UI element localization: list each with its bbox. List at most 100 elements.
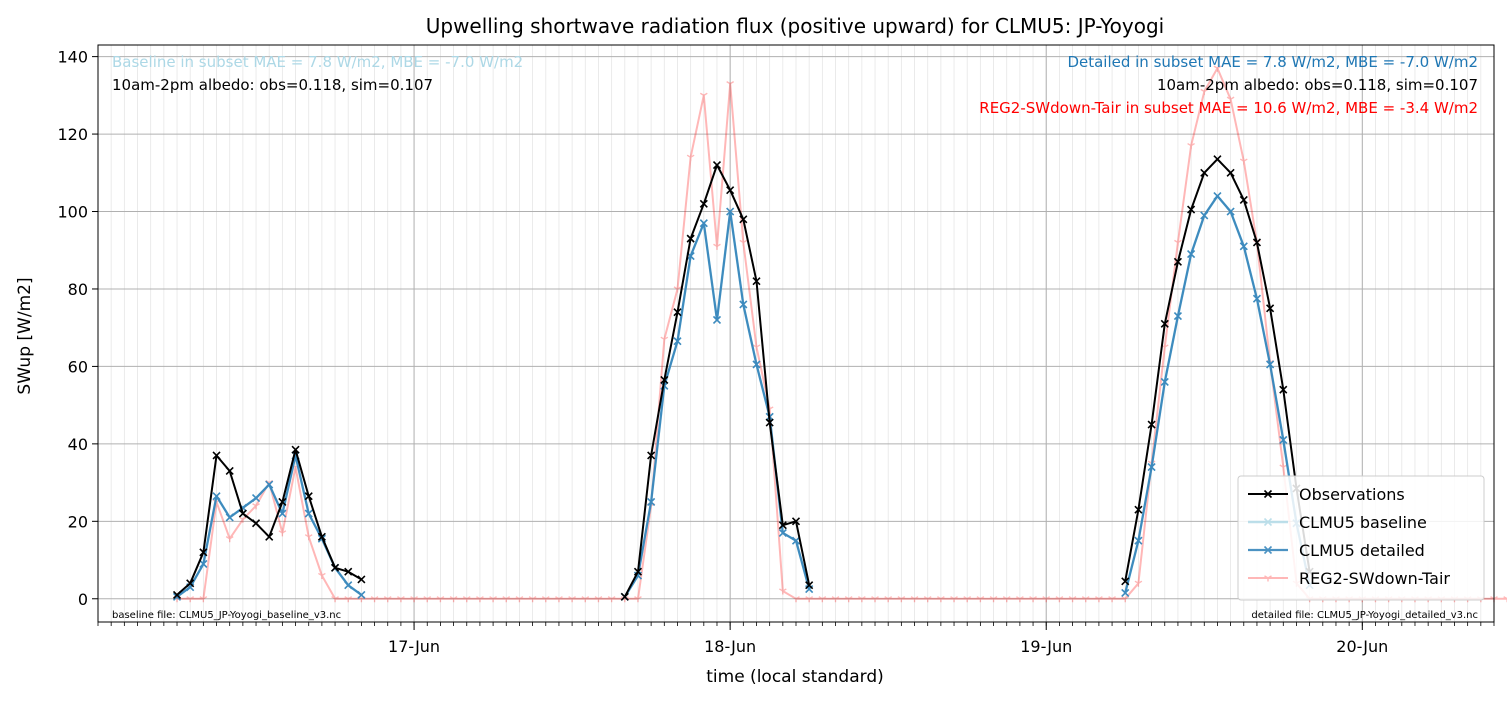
annotation-baseline-albedo: 10am-2pm albedo: obs=0.118, sim=0.107 <box>112 76 433 94</box>
data-point <box>752 344 761 351</box>
data-point <box>937 596 945 603</box>
data-point <box>647 497 656 507</box>
data-point <box>581 596 590 603</box>
data-point <box>357 575 366 584</box>
data-point <box>792 596 800 603</box>
data-point <box>476 596 484 603</box>
data-point <box>634 596 642 603</box>
data-point <box>950 596 958 603</box>
legend-label: CLMU5 detailed <box>1299 541 1425 560</box>
data-point <box>1279 435 1288 445</box>
data-point <box>1174 239 1182 246</box>
legend-label: REG2-SWdown-Tair <box>1299 569 1450 588</box>
data-point <box>1226 207 1235 216</box>
data-point <box>1147 420 1156 429</box>
data-point <box>647 451 656 460</box>
legend-marker <box>1264 575 1272 582</box>
x-tick-label: 17-Jun <box>388 637 440 656</box>
data-point <box>660 336 669 343</box>
data-point <box>1266 360 1275 369</box>
annotation-detailed-albedo: 10am-2pm albedo: obs=0.118, sim=0.107 <box>1157 76 1478 94</box>
annotation-detailed-metrics: Detailed in subset MAE = 7.8 W/m2, MBE =… <box>1067 53 1478 71</box>
data-point <box>620 592 629 601</box>
data-point <box>370 596 379 603</box>
data-point <box>251 494 261 503</box>
data-point <box>344 596 353 603</box>
data-point <box>239 516 247 523</box>
data-point <box>410 596 418 603</box>
data-point <box>1121 596 1130 603</box>
data-point <box>686 234 695 243</box>
y-tick-label: 20 <box>68 512 88 531</box>
data-point <box>1213 65 1222 72</box>
data-point <box>963 596 972 603</box>
legend-label: CLMU5 baseline <box>1299 513 1427 532</box>
y-tick-label: 80 <box>68 280 88 299</box>
data-point <box>304 509 313 518</box>
data-point <box>791 536 801 545</box>
data-point <box>739 239 748 246</box>
data-point <box>344 581 353 590</box>
data-point <box>818 596 827 603</box>
data-point <box>1200 88 1209 95</box>
data-point <box>699 199 708 208</box>
data-point <box>502 596 511 603</box>
data-point <box>397 596 405 603</box>
data-point <box>1213 155 1222 164</box>
data-point <box>712 160 722 170</box>
data-point <box>752 360 761 369</box>
data-point <box>1252 294 1262 303</box>
data-point <box>976 596 985 603</box>
data-point <box>1187 250 1196 259</box>
data-point <box>1068 596 1077 603</box>
data-point <box>778 588 787 595</box>
legend: Observations CLMU5 baseline CLMU5 detailed… <box>1237 475 1485 601</box>
data-point <box>278 497 287 507</box>
data-point <box>805 581 814 590</box>
data-point <box>568 596 576 603</box>
x-axis-label: time (local standard) <box>706 667 884 687</box>
data-point <box>752 277 761 286</box>
data-point <box>857 596 866 603</box>
data-point <box>1187 205 1196 214</box>
data-point <box>515 596 524 603</box>
chart-title: Upwelling shortwave radiation flux (posi… <box>426 14 1165 38</box>
data-point <box>778 521 787 530</box>
y-tick-label: 100 <box>57 203 88 222</box>
annotation-detailed-file: detailed file: CLMU5_JP-Yoyogi_detailed_… <box>1251 610 1478 621</box>
data-point <box>238 509 247 518</box>
data-point <box>199 596 208 603</box>
data-point <box>318 572 326 580</box>
data-point <box>1200 168 1209 177</box>
data-point <box>660 375 669 385</box>
y-tick-label: 0 <box>78 590 88 609</box>
data-point <box>726 207 735 216</box>
data-point <box>436 596 445 603</box>
data-point <box>739 300 748 309</box>
x-tick-label: 19-Jun <box>1020 637 1072 656</box>
data-point <box>225 466 234 476</box>
data-point <box>1187 142 1195 150</box>
data-point <box>884 596 893 603</box>
data-point <box>778 528 787 537</box>
data-point <box>225 513 234 522</box>
data-point <box>805 596 814 603</box>
data-point <box>726 186 735 195</box>
data-point <box>1213 191 1222 201</box>
data-point <box>1239 242 1248 251</box>
series-layer <box>172 65 1507 603</box>
y-tick-label: 40 <box>68 435 88 454</box>
y-tick-label: 140 <box>57 48 88 67</box>
data-point <box>1055 596 1064 603</box>
data-point <box>699 92 708 99</box>
annotation-baseline-file: baseline file: CLMU5_JP-Yoyogi_baseline_… <box>112 610 341 621</box>
data-point <box>291 445 300 454</box>
data-point <box>1016 596 1024 603</box>
data-point <box>1134 536 1143 545</box>
legend-entry <box>1248 517 1288 527</box>
data-point <box>1173 257 1182 266</box>
data-point <box>528 596 537 603</box>
data-point <box>317 532 326 541</box>
data-point <box>673 308 682 317</box>
